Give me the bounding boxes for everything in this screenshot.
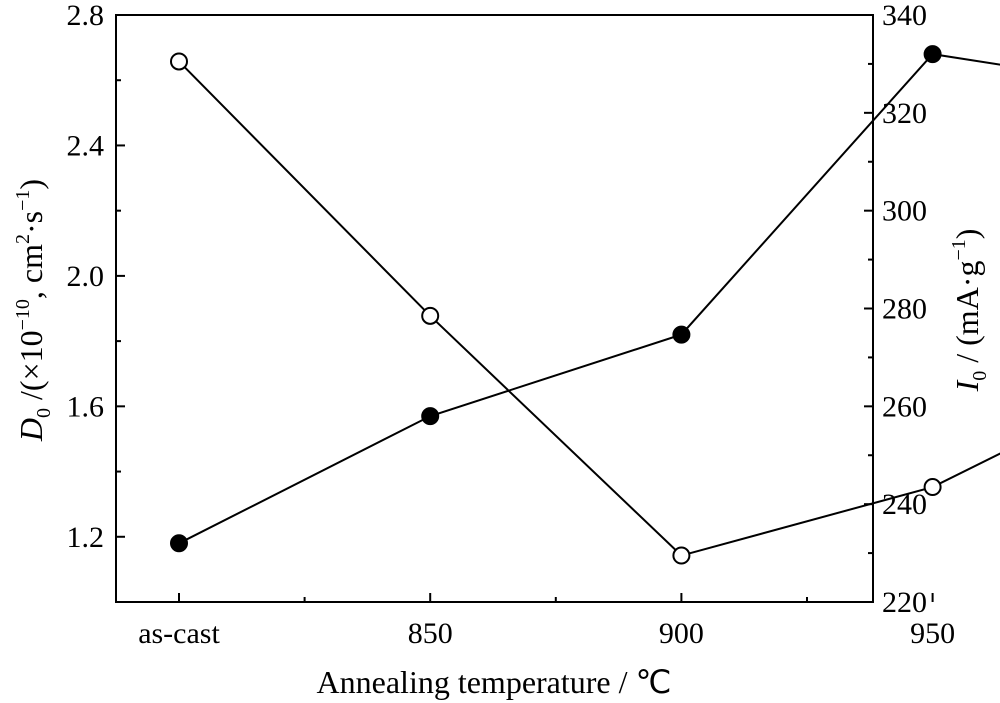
series-0-point <box>421 407 440 426</box>
y-left-tick-label: 2.8 <box>67 0 105 32</box>
x-axis-title: Annealing temperature / ℃ <box>317 664 672 700</box>
series-0-line <box>178 53 1000 545</box>
x-tick-label: 850 <box>408 617 453 650</box>
series-1-point <box>170 52 188 71</box>
y-left-tick-label: 1.6 <box>67 390 105 423</box>
series-0-point <box>170 534 188 553</box>
x-axis: as-cast85090095010001050 <box>138 593 955 650</box>
y-right-tick-label: 220 <box>882 586 927 619</box>
y-left-tick-label: 2.4 <box>67 129 105 162</box>
y-left-tick-label: 2.0 <box>67 260 105 293</box>
y-axis-right-title: I0 / (mA·g−1) <box>948 229 991 393</box>
series-1-line <box>178 60 1000 557</box>
series-group <box>170 45 1000 565</box>
y-axis-left-title: D0 /(×10−10, cm2·s−1) <box>12 179 55 442</box>
y-right-tick-label: 240 <box>882 488 927 521</box>
y-right-tick-label: 260 <box>882 390 927 423</box>
x-tick-label: 950 <box>910 617 955 650</box>
y-left-tick-label: 1.2 <box>67 521 105 554</box>
series-1-point <box>923 478 942 497</box>
y-axis-left: 1.2 1.6 2.0 2.4 2.8 <box>67 0 125 554</box>
x-tick-label: 900 <box>659 617 704 650</box>
series-0-point <box>672 325 691 344</box>
series-1-point <box>421 306 440 325</box>
x-tick-label: as-cast <box>138 617 220 650</box>
y-right-tick-label: 340 <box>882 0 927 32</box>
series-0-point <box>923 45 942 64</box>
y-right-tick-label: 280 <box>882 293 927 326</box>
plot-frame <box>115 14 874 603</box>
y-right-tick-label: 300 <box>882 195 927 228</box>
series-1-point <box>672 546 691 565</box>
